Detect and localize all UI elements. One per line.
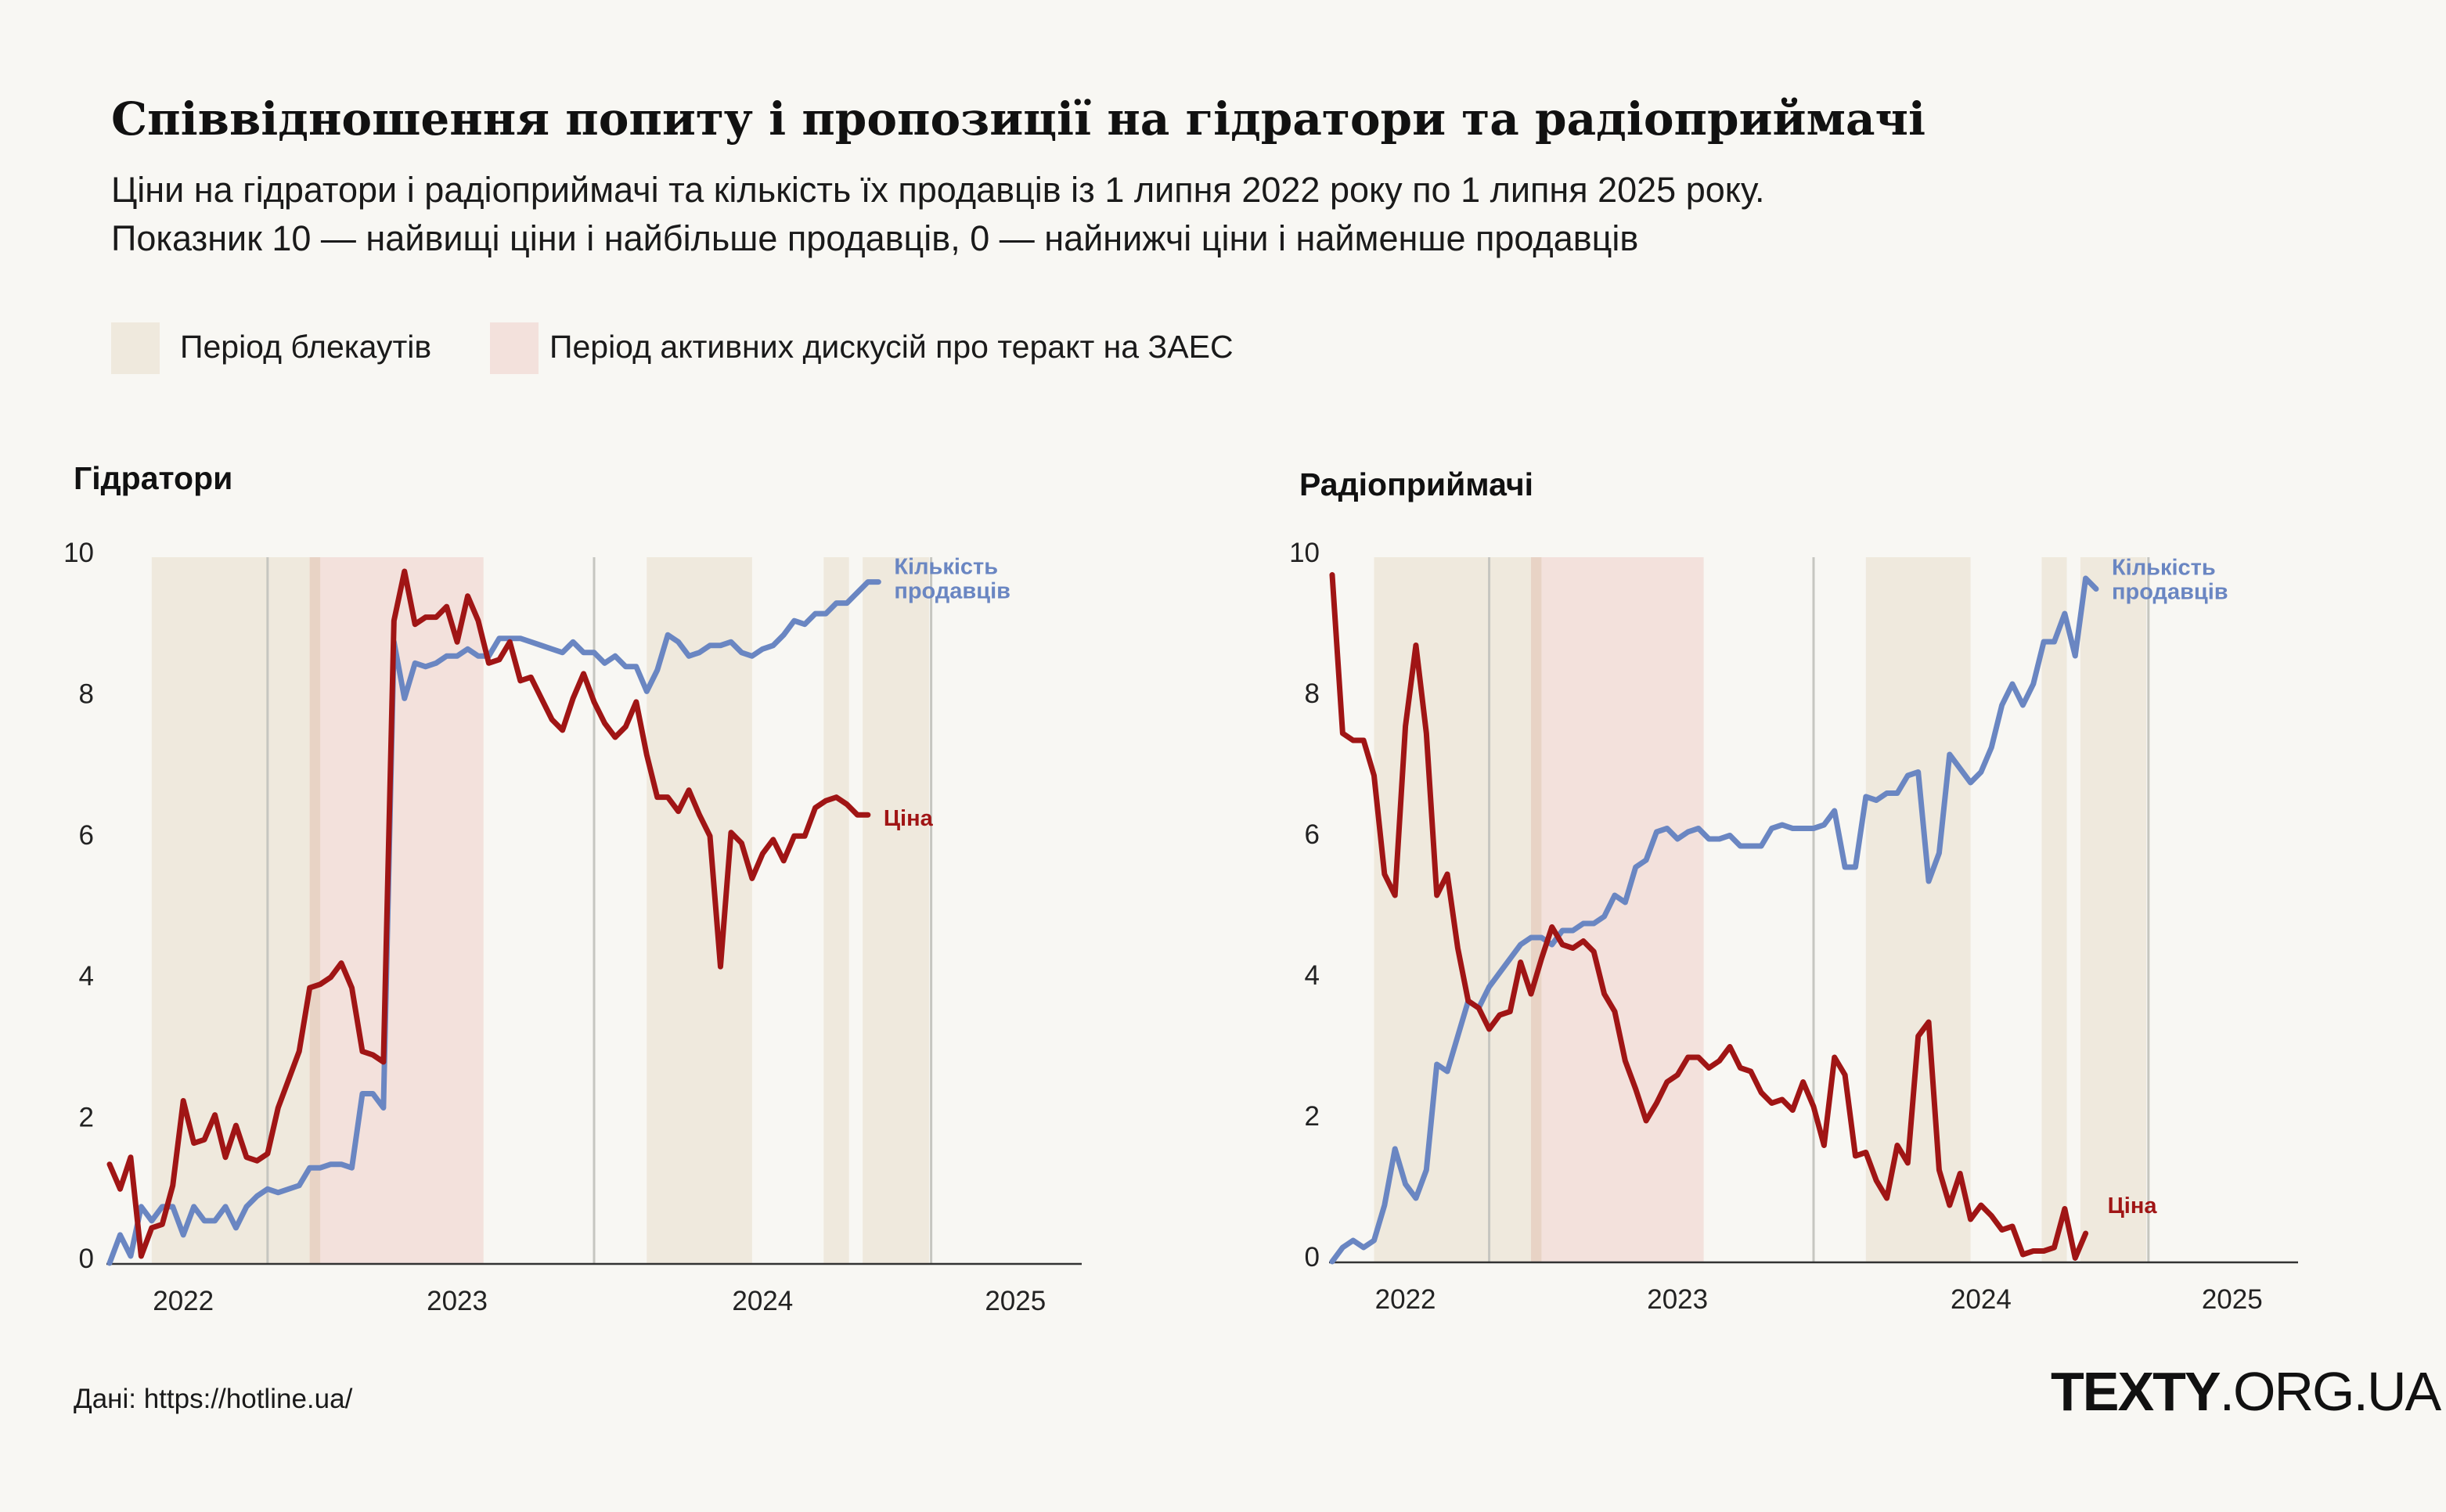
series-price: Ціна <box>1329 572 2158 1261</box>
series-label-sellers: Кількість продавців <box>894 555 1010 604</box>
blackout-period-3 <box>2080 557 2147 1262</box>
series-sellers: Кількість продавців <box>1329 556 2228 1265</box>
x-tick-label-2022: 2022 <box>153 1286 214 1316</box>
series-label-sellers: Кількість продавців <box>2112 556 2228 605</box>
series-label-price: Ціна <box>2108 1193 2158 1219</box>
period-overlap-0 <box>1531 557 1542 1262</box>
series-label-price: Ціна <box>884 806 934 831</box>
series-label-line: Кількість <box>2112 556 2216 581</box>
brand-logo-bold: TEXTY <box>2051 1361 2221 1422</box>
period-overlap-0 <box>309 557 321 1263</box>
series-label-line: продавців <box>894 579 1010 604</box>
y-tick-label-2: 2 <box>1305 1101 1320 1132</box>
y-tick-label-2: 2 <box>79 1103 94 1133</box>
chart-radios: 0 2 4 6 8 10 2022 2023 2024 2025 Кількість продавці… <box>1289 538 2298 1315</box>
blackout-period-3 <box>863 557 929 1263</box>
y-tick-label-6: 6 <box>1305 819 1320 850</box>
y-tick-label-10: 10 <box>63 538 94 568</box>
chart-title-radios: Радіоприймачі <box>1299 466 1534 502</box>
blackout-period-2 <box>2041 557 2067 1262</box>
brand-logo: TEXTY.ORG.UA <box>2051 1360 2442 1423</box>
x-tick-label-2025: 2025 <box>985 1286 1046 1316</box>
series-price: Ціна <box>106 568 934 1259</box>
x-tick-label-2023: 2023 <box>427 1286 488 1316</box>
series-label-line: Кількість <box>894 555 998 580</box>
chart-hydrators: 0 2 4 6 8 10 2022 2023 2024 2025 Кількість продавці… <box>63 538 1082 1316</box>
source-note: Дані: https://hotline.ua/ <box>74 1384 353 1414</box>
blackout-period-1 <box>647 557 752 1263</box>
series-line-sellers <box>1329 575 2099 1265</box>
series-label-line: Ціна <box>884 806 934 831</box>
brand-logo-rest: .ORG.UA <box>2219 1361 2442 1422</box>
subtitle-line-2: Показник 10 — найвищі ціни і найбільше п… <box>111 218 1639 258</box>
page-subtitle: Ціни на гідратори і радіоприймачі та кіл… <box>111 166 1764 263</box>
y-tick-label-10: 10 <box>1289 538 1320 568</box>
x-tick-label-2024: 2024 <box>1951 1284 2012 1315</box>
y-tick-label-8: 8 <box>1305 679 1320 709</box>
y-tick-label-0: 0 <box>79 1244 94 1274</box>
series-sellers: Кількість продавців <box>106 555 1010 1266</box>
y-tick-label-0: 0 <box>1305 1242 1320 1273</box>
blackout-period-2 <box>823 557 849 1263</box>
page-title: Співвідношення попиту і пропозиції на гі… <box>111 92 1926 146</box>
x-tick-label-2024: 2024 <box>732 1286 793 1316</box>
x-tick-label-2023: 2023 <box>1647 1284 1708 1315</box>
legend-swatch-zaes <box>490 322 539 374</box>
legend-label-blackout: Період блекаутів <box>180 329 432 365</box>
series-label-line: продавців <box>2112 580 2228 605</box>
y-tick-label-4: 4 <box>79 961 94 992</box>
legend-label-zaes: Період активних дискусій про теракт на З… <box>549 329 1234 365</box>
legend-swatch-blackout <box>111 322 160 374</box>
series-label-line: Ціна <box>2108 1193 2158 1219</box>
blackout-period-0 <box>1374 557 1542 1262</box>
chart-title-hydrators: Гідратори <box>74 460 233 496</box>
x-tick-label-2022: 2022 <box>1375 1284 1436 1315</box>
series-line-sellers <box>106 579 881 1266</box>
blackout-period-1 <box>1865 557 1971 1262</box>
zaes-period-0 <box>309 557 484 1263</box>
x-tick-label-2025: 2025 <box>2202 1284 2263 1315</box>
subtitle-line-1: Ціни на гідратори і радіоприймачі та кіл… <box>111 170 1765 210</box>
zaes-period-0 <box>1531 557 1704 1262</box>
y-tick-label-6: 6 <box>79 820 94 851</box>
y-tick-label-4: 4 <box>1305 960 1320 991</box>
y-tick-label-8: 8 <box>79 679 94 709</box>
